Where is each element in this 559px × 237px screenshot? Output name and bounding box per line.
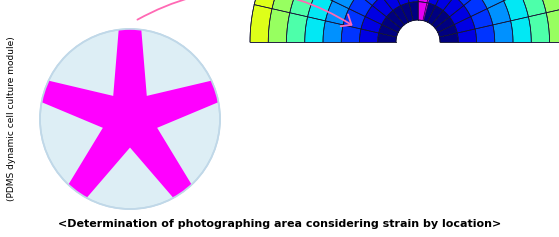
Wedge shape — [323, 21, 343, 42]
FancyArrowPatch shape — [138, 0, 352, 26]
Wedge shape — [427, 0, 443, 6]
Text: (PDMS dynamic cell culture module): (PDMS dynamic cell culture module) — [7, 37, 17, 201]
Polygon shape — [27, 77, 151, 143]
Polygon shape — [109, 77, 233, 143]
Wedge shape — [471, 9, 493, 29]
Wedge shape — [392, 0, 409, 6]
Wedge shape — [504, 0, 528, 21]
Wedge shape — [287, 13, 307, 42]
Wedge shape — [418, 2, 428, 21]
Wedge shape — [250, 5, 272, 42]
Wedge shape — [492, 0, 520, 1]
Wedge shape — [428, 6, 443, 25]
Wedge shape — [361, 17, 382, 33]
Wedge shape — [379, 25, 398, 37]
Wedge shape — [418, 0, 433, 3]
Wedge shape — [493, 21, 513, 42]
Wedge shape — [454, 0, 478, 5]
Wedge shape — [457, 29, 476, 42]
Polygon shape — [60, 95, 155, 210]
Wedge shape — [358, 0, 382, 5]
Wedge shape — [546, 9, 559, 42]
Wedge shape — [537, 0, 559, 13]
Wedge shape — [349, 0, 372, 17]
Wedge shape — [272, 0, 300, 13]
Wedge shape — [478, 0, 504, 9]
Circle shape — [40, 29, 220, 209]
Wedge shape — [553, 0, 559, 9]
Wedge shape — [528, 13, 549, 42]
Wedge shape — [432, 10, 449, 28]
Text: <Determination of photographing area considering strain by location>: <Determination of photographing area con… — [58, 219, 501, 229]
Wedge shape — [378, 33, 396, 42]
Wedge shape — [386, 10, 404, 28]
Wedge shape — [341, 25, 361, 42]
Wedge shape — [305, 17, 325, 42]
Wedge shape — [372, 0, 393, 17]
Wedge shape — [454, 17, 475, 33]
Wedge shape — [418, 2, 427, 21]
Polygon shape — [110, 14, 150, 135]
Wedge shape — [359, 29, 379, 42]
Wedge shape — [268, 9, 290, 42]
Wedge shape — [487, 1, 510, 25]
Wedge shape — [418, 0, 431, 3]
Wedge shape — [439, 33, 458, 42]
Wedge shape — [435, 17, 454, 32]
Wedge shape — [393, 6, 409, 25]
Wedge shape — [409, 2, 418, 21]
Wedge shape — [464, 0, 487, 17]
Wedge shape — [405, 0, 418, 3]
Wedge shape — [333, 0, 358, 9]
Wedge shape — [343, 9, 365, 29]
Polygon shape — [105, 95, 200, 210]
Wedge shape — [401, 3, 413, 22]
Wedge shape — [438, 25, 457, 37]
Wedge shape — [382, 0, 401, 10]
Wedge shape — [475, 25, 495, 42]
Wedge shape — [382, 17, 401, 32]
Wedge shape — [520, 0, 546, 17]
Wedge shape — [423, 3, 435, 22]
Wedge shape — [325, 1, 349, 25]
Wedge shape — [316, 0, 344, 1]
Wedge shape — [435, 0, 454, 10]
Wedge shape — [510, 17, 531, 42]
Wedge shape — [307, 0, 333, 21]
Wedge shape — [254, 0, 283, 9]
Wedge shape — [365, 5, 386, 25]
Wedge shape — [290, 0, 316, 17]
Wedge shape — [449, 5, 471, 25]
Wedge shape — [443, 0, 464, 17]
